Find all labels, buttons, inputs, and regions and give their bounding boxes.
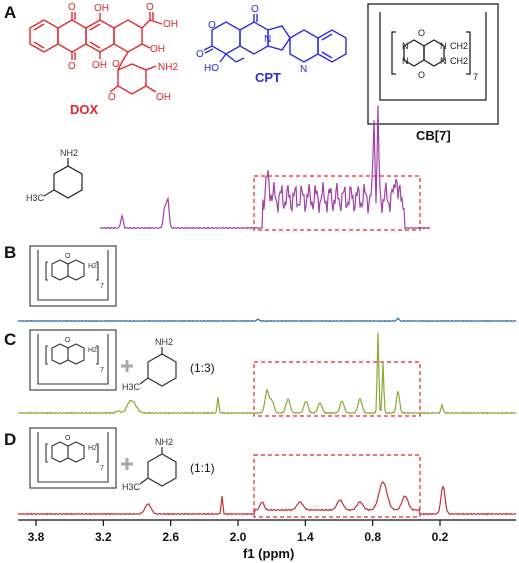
amine-structure-d [139, 447, 177, 487]
dox-atom: OH [150, 44, 165, 55]
cb7-small-atom: H2 [88, 263, 97, 270]
cb7-small-d: O H2 7 [29, 427, 117, 489]
cb7-atom: N [402, 56, 409, 66]
cpt-atom: O [196, 49, 204, 60]
dox-atom: OH [156, 92, 171, 103]
plus-icon [121, 458, 133, 470]
dox-atom: O [108, 92, 116, 103]
dox-atom: OH [94, 3, 109, 14]
dox-atom: OH [92, 60, 107, 71]
x-tick-label: 0.8 [364, 530, 381, 544]
dox-name: DOX [70, 102, 99, 117]
cpt-structure [203, 14, 347, 63]
highlight-box [253, 361, 421, 417]
cpt-atom: HO [204, 63, 219, 74]
x-tick-label: 2.0 [230, 530, 247, 544]
amine-atom: NH2 [155, 437, 173, 447]
cb7-small-atom: 7 [100, 465, 104, 472]
x-axis-label: f1 (ppm) [243, 546, 294, 561]
cb7-small-b: O H2 7 [29, 245, 117, 307]
highlight-box [253, 454, 421, 518]
panel-label-d: D [4, 430, 16, 449]
dox-structure [29, 12, 163, 95]
amine-structure-c [139, 347, 177, 387]
dox-atom: O [68, 61, 76, 72]
dox-atom: OH [163, 19, 178, 30]
spectrum-top [99, 105, 431, 231]
panel-label-b: B [4, 243, 16, 262]
cb7-small-atom: 7 [100, 283, 104, 290]
spectrum-c [17, 332, 517, 417]
cb7-small-atom: O [65, 253, 71, 260]
amine-atom: H3C [122, 382, 141, 392]
dox-atom: O [112, 59, 120, 70]
cpt-atom: N [300, 64, 307, 75]
cpt-name: CPT [255, 70, 281, 85]
amine-atom: NH2 [60, 148, 78, 158]
cb7-atom: O [418, 28, 425, 38]
cb7-atom: CH2 [450, 56, 468, 66]
x-tick-label: 3.8 [28, 530, 45, 544]
cb7-structure [367, 3, 499, 125]
cb7-atom: CH2 [450, 41, 468, 51]
amine-atom: NH2 [155, 337, 173, 347]
x-tick-label: 2.6 [162, 530, 179, 544]
cb7-atom: 7 [473, 72, 478, 82]
cb7-small-atom: O [65, 337, 71, 344]
x-axis: 3.8 3.2 2.6 2.0 1.4 0.8 0.2 [18, 519, 516, 544]
x-tick-label: 0.2 [432, 530, 449, 544]
plus-icon [121, 360, 133, 372]
dox-atom: O [68, 2, 76, 13]
dox-atom: O [146, 2, 154, 13]
ratio-c: (1:3) [190, 361, 215, 375]
cpt-atom: N [264, 34, 271, 45]
amine-atom: H3C [26, 193, 45, 203]
cpt-atom: O [251, 4, 259, 15]
spectrum-b [17, 317, 517, 322]
panel-label-c: C [4, 330, 16, 349]
cb7-small-atom: O [65, 435, 71, 442]
cb7-small-atom: H2 [88, 445, 97, 452]
cb7-atom: N [440, 56, 447, 66]
x-tick-label: 3.2 [95, 530, 112, 544]
cb7-small-atom: 7 [100, 367, 104, 374]
cb7-small-c: O H2 7 [29, 329, 117, 391]
cb7-atom: O [418, 70, 425, 80]
cb7-atom: N [402, 41, 409, 51]
highlight-box [253, 175, 421, 231]
cb7-small-atom: H2 [88, 347, 97, 354]
amine-atom: H3C [122, 482, 141, 492]
dox-atom: NH2 [158, 62, 178, 73]
spectrum-d [17, 454, 517, 518]
cb7-name: CB[7] [416, 128, 451, 143]
ratio-d: (1:1) [190, 461, 215, 475]
panel-label-a: A [4, 3, 16, 22]
x-tick-label: 1.4 [297, 530, 314, 544]
cb7-atom: N [440, 41, 447, 51]
amine-structure-top [43, 158, 83, 199]
cpt-atom: O [208, 20, 216, 31]
